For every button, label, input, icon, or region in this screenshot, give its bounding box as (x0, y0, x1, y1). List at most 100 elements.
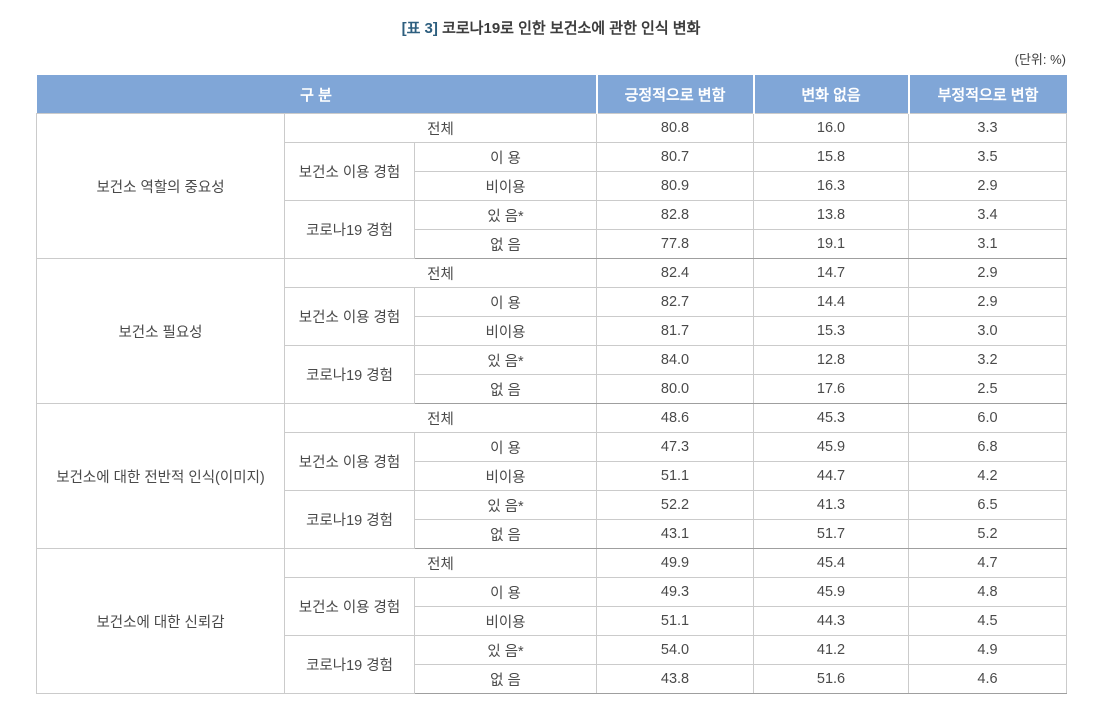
table-row: 없 음 77.8 19.1 3.1 (37, 229, 1068, 259)
row-label-covid-exp: 코로나19 경험 (284, 490, 415, 549)
row-label-has-not: 없 음 (413, 374, 598, 404)
page-title: [표 3] 코로나19로 인한 보건소에 관한 인식 변화 (0, 0, 1102, 38)
row-label-covid-exp: 코로나19 경험 (284, 200, 415, 259)
row-label-use: 이 용 (413, 577, 598, 607)
value-cell: 15.8 (753, 142, 910, 172)
row-label-has: 있 음* (413, 635, 598, 665)
row-label-has-not: 없 음 (413, 229, 598, 259)
value-cell: 44.3 (753, 606, 910, 636)
value-cell: 47.3 (596, 432, 755, 462)
row-label-use-exp: 보건소 이용 경험 (284, 577, 415, 636)
table-row: 없 음 43.1 51.7 5.2 (37, 519, 1068, 549)
value-cell: 6.5 (908, 490, 1068, 520)
row-label-use-exp: 보건소 이용 경험 (284, 142, 415, 201)
unit-label: (단위: %) (1014, 52, 1066, 67)
value-cell: 81.7 (596, 316, 755, 346)
table-row: 보건소 역할의 중요성 전체 80.8 16.0 3.3 (36, 113, 1068, 259)
group-label: 보건소 역할의 중요성 (36, 113, 285, 259)
value-cell: 80.7 (596, 142, 755, 172)
value-cell: 41.2 (753, 635, 910, 665)
value-cell: 45.3 (753, 403, 910, 433)
value-cell: 6.0 (908, 403, 1068, 433)
table-row: 코로나19 경험 있 음* 82.8 13.8 3.4 (37, 200, 1068, 259)
header-category: 구 분 (36, 75, 597, 114)
value-cell: 3.2 (908, 345, 1068, 375)
value-cell: 2.9 (908, 287, 1068, 317)
value-cell: 3.0 (908, 316, 1068, 346)
row-label-has-not: 없 음 (413, 519, 598, 549)
value-cell: 80.0 (596, 374, 755, 404)
table-row: 보건소에 대한 신뢰감 전체 49.9 45.4 4.7 (36, 548, 1068, 694)
row-label-nonuse: 비이용 (413, 606, 598, 636)
row-label-total: 전체 (283, 403, 598, 433)
table-row: 보건소 이용 경험 이 용 49.3 45.9 4.8 (37, 577, 1068, 636)
header-negative: 부정적으로 변함 (907, 75, 1067, 114)
table-title-text: 코로나19로 인한 보건소에 관한 인식 변화 (442, 20, 701, 37)
table-row: 비이용 51.1 44.7 4.2 (37, 461, 1068, 491)
value-cell: 14.7 (753, 258, 910, 288)
value-cell: 16.0 (753, 113, 910, 143)
table-header: 구 분 긍정적으로 변함 변화 없음 부정적으로 변함 (36, 75, 1067, 114)
value-cell: 82.8 (596, 200, 755, 230)
row-label-use: 이 용 (413, 432, 598, 462)
value-cell: 4.5 (908, 606, 1068, 636)
row-label-has-not: 없 음 (413, 664, 598, 694)
header-row: 구 분 긍정적으로 변함 변화 없음 부정적으로 변함 (36, 75, 1067, 114)
row-label-use: 이 용 (413, 287, 598, 317)
group-label: 보건소에 대한 전반적 인식(이미지) (36, 403, 285, 549)
row-label-covid-exp: 코로나19 경험 (284, 635, 415, 694)
value-cell: 19.1 (753, 229, 910, 259)
value-cell: 49.9 (596, 548, 755, 578)
value-cell: 12.8 (753, 345, 910, 375)
value-cell: 77.8 (596, 229, 755, 259)
value-cell: 48.6 (596, 403, 755, 433)
table-row: 보건소 필요성 전체 82.4 14.7 2.9 (36, 258, 1068, 404)
group-label: 보건소 필요성 (36, 258, 285, 404)
table-row: 비이용 80.9 16.3 2.9 (37, 171, 1068, 201)
value-cell: 80.8 (596, 113, 755, 143)
row-label-has: 있 음* (413, 200, 598, 230)
row-label-use-exp: 보건소 이용 경험 (284, 287, 415, 346)
group-label: 보건소에 대한 신뢰감 (36, 548, 285, 694)
row-label-has: 있 음* (413, 345, 598, 375)
value-cell: 82.7 (596, 287, 755, 317)
value-cell: 84.0 (596, 345, 755, 375)
value-cell: 51.7 (753, 519, 910, 549)
value-cell: 45.9 (753, 432, 910, 462)
value-cell: 51.1 (596, 606, 755, 636)
row-label-use: 이 용 (413, 142, 598, 172)
value-cell: 52.2 (596, 490, 755, 520)
value-cell: 43.8 (596, 664, 755, 694)
value-cell: 4.7 (908, 548, 1068, 578)
table-number-tag: [표 3] (401, 20, 438, 37)
value-cell: 3.4 (908, 200, 1068, 230)
value-cell: 3.5 (908, 142, 1068, 172)
value-cell: 4.2 (908, 461, 1068, 491)
table-row: 없 음 43.8 51.6 4.6 (37, 664, 1068, 694)
value-cell: 4.8 (908, 577, 1068, 607)
table-row: 코로나19 경험 있 음* 54.0 41.2 4.9 (37, 635, 1068, 694)
row-label-has: 있 음* (413, 490, 598, 520)
value-cell: 51.6 (753, 664, 910, 694)
value-cell: 3.1 (908, 229, 1068, 259)
value-cell: 45.9 (753, 577, 910, 607)
value-cell: 44.7 (753, 461, 910, 491)
value-cell: 17.6 (753, 374, 910, 404)
table-row: 코로나19 경험 있 음* 52.2 41.3 6.5 (37, 490, 1068, 549)
value-cell: 80.9 (596, 171, 755, 201)
content-area: (단위: %) 구 분 긍정적으로 변함 변화 없음 부정적으로 변함 보건소 … (0, 49, 1102, 705)
value-cell: 4.6 (908, 664, 1068, 694)
header-positive: 긍정적으로 변함 (595, 75, 754, 114)
perception-table: 구 분 긍정적으로 변함 변화 없음 부정적으로 변함 보건소 역할의 중요성 … (36, 75, 1068, 694)
value-cell: 82.4 (596, 258, 755, 288)
row-label-nonuse: 비이용 (413, 171, 598, 201)
row-label-total: 전체 (283, 113, 598, 143)
value-cell: 2.9 (908, 171, 1068, 201)
row-label-total: 전체 (283, 258, 598, 288)
value-cell: 14.4 (753, 287, 910, 317)
value-cell: 2.9 (908, 258, 1068, 288)
value-cell: 16.3 (753, 171, 910, 201)
table-row: 코로나19 경험 있 음* 84.0 12.8 3.2 (37, 345, 1068, 404)
row-label-nonuse: 비이용 (413, 461, 598, 491)
